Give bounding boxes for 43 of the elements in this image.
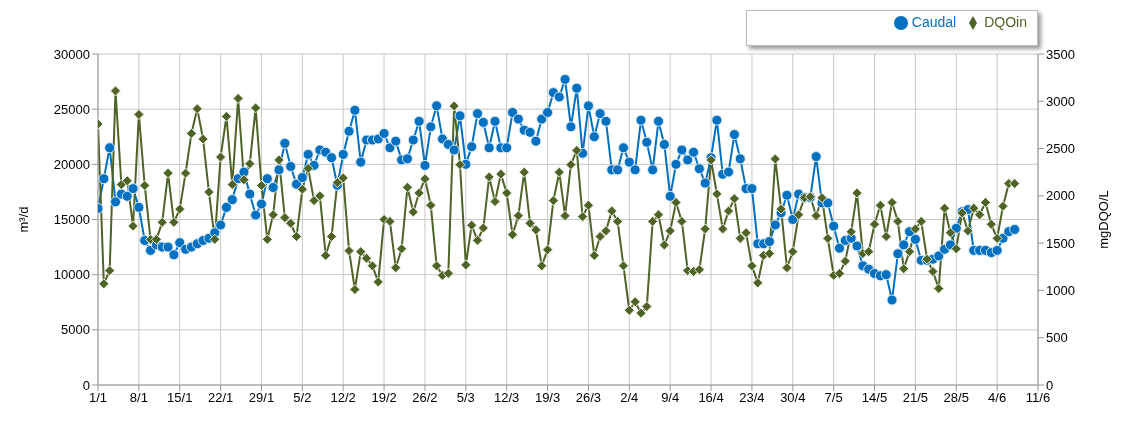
x-tick-label: 5/3 bbox=[456, 390, 475, 406]
x-tick-label: 30/4 bbox=[780, 390, 806, 406]
y2-tick-label: 2000 bbox=[1046, 188, 1075, 204]
x-tick-label: 26/2 bbox=[412, 390, 438, 406]
x-tick-label: 22/1 bbox=[207, 390, 234, 406]
y-tick-label: 25000 bbox=[53, 101, 90, 117]
x-tick-label: 9/4 bbox=[661, 390, 680, 406]
x-tick-label: 12/2 bbox=[330, 390, 356, 406]
y2-tick-label: 0 bbox=[1046, 377, 1054, 393]
y-tick-label: 0 bbox=[82, 377, 90, 393]
x-tick-label: 28/5 bbox=[943, 390, 969, 406]
x-tick-label: 26/3 bbox=[575, 390, 602, 406]
x-tick-label: 23/4 bbox=[739, 390, 765, 406]
x-tick-label: 11/6 bbox=[1025, 390, 1051, 406]
x-tick-label: 1/1 bbox=[88, 390, 108, 406]
y2-tick-label: 3000 bbox=[1046, 93, 1075, 109]
x-tick-label: 2/4 bbox=[620, 390, 639, 406]
x-tick-label: 16/4 bbox=[698, 390, 724, 406]
x-tick-label: 7/5 bbox=[824, 390, 843, 406]
y2-tick-label: 3500 bbox=[1046, 46, 1075, 62]
y-tick-label: 10000 bbox=[53, 267, 90, 283]
x-tick-label: 8/1 bbox=[129, 390, 148, 406]
legend-label: Caudal bbox=[911, 14, 957, 30]
x-tick-label: 4/6 bbox=[988, 390, 1007, 406]
x-tick-label: 29/1 bbox=[248, 390, 275, 406]
x-tick-label: 5/2 bbox=[293, 390, 312, 406]
x-tick-label: 19/2 bbox=[371, 390, 397, 406]
y-tick-label: 15000 bbox=[53, 212, 90, 228]
x-tick-label: 21/5 bbox=[902, 390, 929, 406]
y-tick-label: 20000 bbox=[53, 156, 90, 172]
x-tick-label: 15/1 bbox=[167, 390, 193, 406]
y-tick-label: 30000 bbox=[53, 46, 90, 62]
y2-tick-label: 1000 bbox=[1046, 283, 1075, 299]
legend-label: DQOin bbox=[984, 14, 1027, 30]
y2-tick-label: 500 bbox=[1046, 330, 1068, 346]
y2-tick-label: 2500 bbox=[1046, 141, 1075, 157]
y2-tick-label: 1500 bbox=[1046, 235, 1075, 251]
y2-axis-title: mgDQO/L bbox=[1095, 190, 1111, 249]
x-tick-label: 19/3 bbox=[534, 390, 561, 406]
y-axis-title: m³/d bbox=[15, 206, 31, 233]
x-tick-label: 12/3 bbox=[494, 390, 520, 406]
x-tick-label: 14/5 bbox=[861, 390, 888, 406]
y-tick-label: 5000 bbox=[61, 322, 90, 338]
